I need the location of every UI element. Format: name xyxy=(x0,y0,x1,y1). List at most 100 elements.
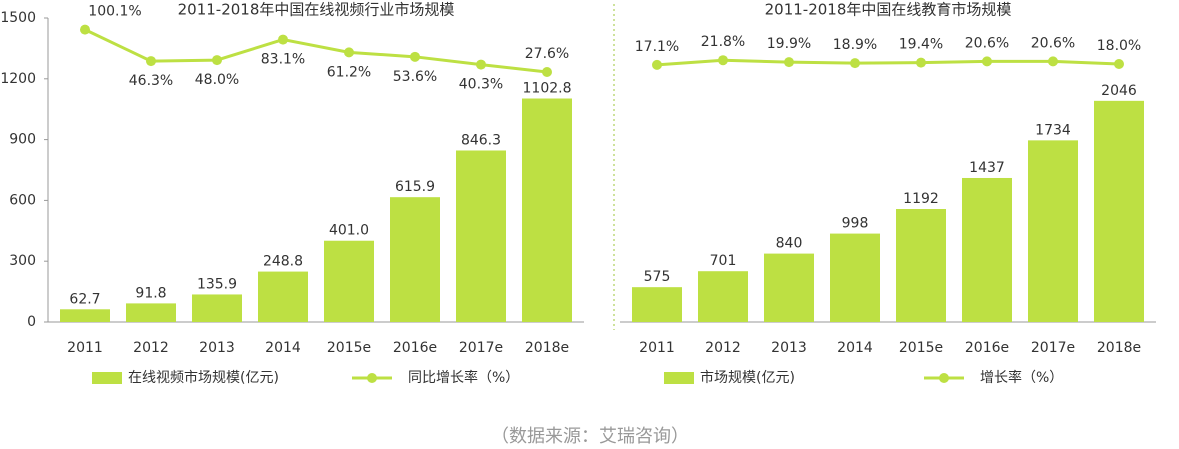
bar xyxy=(456,150,506,322)
x-tick-label: 2017e xyxy=(459,340,503,356)
line-label: 19.9% xyxy=(767,36,811,52)
line-point xyxy=(1114,59,1124,69)
bar xyxy=(324,240,374,322)
legend-swatch xyxy=(664,372,694,384)
line-label: 20.6% xyxy=(965,35,1009,51)
bar-label: 1437 xyxy=(969,160,1005,176)
legend-label: 增长率（%） xyxy=(980,369,1063,386)
line-label: 100.1% xyxy=(88,4,141,20)
line-label: 18.0% xyxy=(1097,38,1141,54)
line-point xyxy=(476,59,486,70)
x-tick-label: 2014 xyxy=(837,340,873,356)
line-point xyxy=(718,55,728,66)
bar-label: 135.9 xyxy=(197,276,237,292)
bar-label: 840 xyxy=(776,236,803,252)
bar xyxy=(698,271,748,322)
line-point xyxy=(542,67,552,78)
bar-label: 1192 xyxy=(903,191,939,207)
bar xyxy=(60,309,110,322)
y-tick-label: 0 xyxy=(27,314,36,330)
line-point xyxy=(410,51,420,62)
x-tick-label: 2015e xyxy=(899,340,943,356)
x-tick-label: 2013 xyxy=(771,340,807,356)
bar xyxy=(764,253,814,322)
line-label: 17.1% xyxy=(635,39,679,55)
legend-label: 市场规模(亿元) xyxy=(700,369,795,386)
bar-label: 701 xyxy=(710,253,737,269)
bar-label: 401.0 xyxy=(329,223,369,239)
line xyxy=(84,28,548,74)
line-point xyxy=(278,34,288,45)
bar xyxy=(830,233,880,322)
chart-title: 2011-2018年中国在线教育市场规模 xyxy=(765,1,1012,19)
legend-marker xyxy=(939,373,949,383)
line-label: 21.8% xyxy=(701,34,745,50)
legend-marker xyxy=(367,373,377,383)
x-tick-label: 2015e xyxy=(327,340,371,356)
bar-label: 2046 xyxy=(1101,83,1137,99)
x-tick-label: 2018e xyxy=(525,340,569,356)
bar xyxy=(258,271,308,322)
bar xyxy=(192,294,242,322)
bar-label: 1734 xyxy=(1035,122,1071,138)
y-tick-label: 900 xyxy=(9,132,36,148)
bar xyxy=(632,287,682,322)
line-label: 83.1% xyxy=(261,52,305,68)
y-tick-label: 600 xyxy=(9,192,36,208)
chart-title: 2011-2018年中国在线视频行业市场规模 xyxy=(178,1,455,19)
x-tick-label: 2016e xyxy=(393,340,437,356)
line-label: 18.9% xyxy=(833,37,877,53)
line-point xyxy=(212,55,222,66)
legend-label: 在线视频市场规模(亿元) xyxy=(128,369,279,386)
bar xyxy=(522,98,572,322)
x-tick-label: 2011 xyxy=(67,340,103,356)
line-label: 53.6% xyxy=(393,69,437,85)
line-point xyxy=(652,59,662,70)
bar xyxy=(390,197,440,322)
x-tick-label: 2016e xyxy=(965,340,1009,356)
x-tick-label: 2011 xyxy=(639,340,675,356)
line-label: 27.6% xyxy=(525,46,569,62)
bar-label: 998 xyxy=(842,216,869,232)
line-point xyxy=(982,56,992,67)
line xyxy=(656,58,1120,67)
line-label: 46.3% xyxy=(129,73,173,89)
line-label: 20.6% xyxy=(1031,35,1075,51)
x-tick-label: 2018e xyxy=(1097,340,1141,356)
bar-label: 846.3 xyxy=(461,132,501,148)
y-tick-label: 1200 xyxy=(0,71,36,87)
x-tick-label: 2012 xyxy=(705,340,741,356)
line-point xyxy=(80,24,90,35)
bar-label: 248.8 xyxy=(263,254,303,270)
bar-label: 575 xyxy=(644,269,671,285)
x-tick-label: 2012 xyxy=(133,340,169,356)
line-label: 19.4% xyxy=(899,37,943,53)
bar-label: 615.9 xyxy=(395,179,435,195)
bar xyxy=(1028,140,1078,322)
bar xyxy=(896,209,946,322)
line-label: 40.3% xyxy=(459,77,503,93)
line-point xyxy=(146,56,156,67)
line-point xyxy=(850,58,860,69)
x-tick-label: 2017e xyxy=(1031,340,1075,356)
bar xyxy=(962,177,1012,322)
legend-label: 同比增长率（%） xyxy=(408,369,519,386)
x-tick-label: 2013 xyxy=(199,340,235,356)
source: （数据来源：艾瑞咨询） xyxy=(491,426,689,447)
x-tick-label: 2014 xyxy=(265,340,301,356)
bar-label: 91.8 xyxy=(135,285,166,301)
bar xyxy=(126,303,176,322)
legend-swatch xyxy=(92,372,122,384)
bar-label: 62.7 xyxy=(69,291,100,307)
line-point xyxy=(1048,56,1058,67)
line-point xyxy=(916,57,926,68)
line-label: 61.2% xyxy=(327,64,371,80)
line-point xyxy=(344,47,354,58)
y-tick-label: 300 xyxy=(9,253,36,269)
y-tick-label: 1500 xyxy=(0,10,36,26)
bar-label: 1102.8 xyxy=(523,80,572,96)
line-label: 48.0% xyxy=(195,72,239,88)
bar xyxy=(1094,100,1144,322)
line-point xyxy=(784,57,794,68)
